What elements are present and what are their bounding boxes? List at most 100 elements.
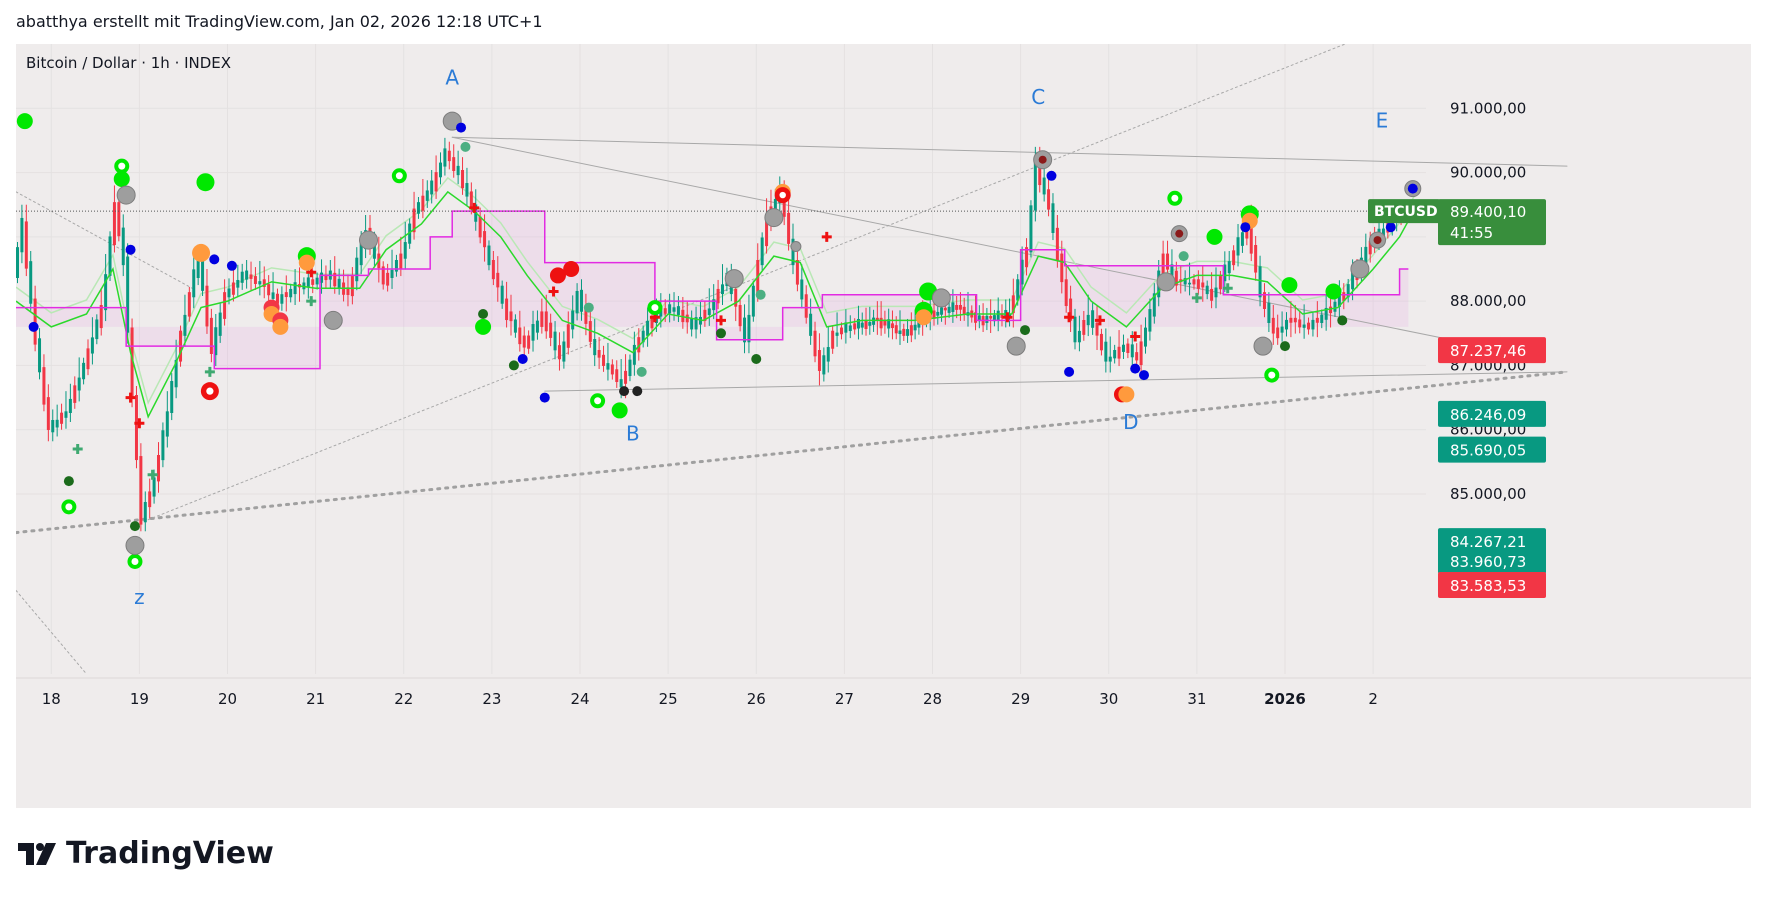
signal-dot-50: [790, 241, 802, 252]
candle-body: [909, 325, 913, 336]
candle-body: [1236, 237, 1240, 256]
signal-dot-58: [1038, 155, 1047, 164]
candle-body: [1285, 319, 1288, 330]
candle-body: [1205, 285, 1209, 295]
symbol-tag-label: BTCUSD: [1374, 204, 1438, 220]
candle-body: [130, 327, 134, 399]
candle-body: [1271, 317, 1275, 334]
signal-dot-82: [1385, 222, 1396, 233]
cross-marker-11: [1130, 331, 1141, 342]
candle-body: [575, 290, 579, 314]
x-tick-label-11: 29: [1011, 690, 1030, 708]
candle-body: [1130, 344, 1134, 358]
candle-body: [275, 293, 279, 304]
candle-body: [864, 320, 868, 329]
cross-marker-3: [469, 202, 480, 213]
signal-dot-10: [28, 321, 39, 332]
last-price-box: [1438, 199, 1546, 246]
candle-body: [685, 314, 689, 323]
candle-body: [1008, 313, 1012, 318]
candle-body: [267, 284, 271, 296]
candle-body: [1293, 317, 1297, 323]
price-chart[interactable]: A B C D Ez Bitcoin / Dollar · 1h · INDEX 91.00…: [16, 44, 1751, 808]
candle-body: [231, 282, 235, 295]
candle-body: [1152, 293, 1156, 317]
candle-body: [1104, 341, 1108, 362]
candle-body: [201, 253, 205, 291]
candle-body: [974, 312, 978, 323]
candle-body: [962, 306, 966, 315]
candle-body: [505, 298, 509, 321]
candle-body: [284, 292, 288, 298]
candle-body: [1351, 272, 1355, 290]
last-price-value: 89.400,10: [1450, 203, 1526, 221]
candle-body: [676, 306, 680, 315]
candle-body: [875, 317, 879, 321]
candle-body: [1113, 350, 1117, 359]
signal-dot-33: [583, 302, 594, 313]
signal-ringdot-center-21: [206, 387, 214, 395]
cross-marker-8: [1002, 312, 1013, 323]
candle-body: [1302, 324, 1306, 328]
x-tick-label-8: 26: [747, 690, 766, 708]
candle-body: [940, 307, 944, 315]
candle-body: [932, 310, 936, 319]
price-tag-label-4: 83.960,73: [1450, 553, 1526, 571]
x-tick-label-10: 28: [923, 690, 942, 708]
chart-caption: abatthya erstellt mit TradingView.com, J…: [16, 12, 543, 31]
candle-body: [112, 202, 116, 246]
signal-dot-61: [1118, 386, 1135, 403]
candle-body: [989, 316, 993, 319]
x-tick-label-2: 20: [218, 690, 237, 708]
signal-dot-13: [226, 260, 237, 271]
candle-body: [879, 317, 883, 329]
candle-body: [218, 312, 222, 336]
signal-ring-66: [1167, 190, 1183, 206]
candle-body: [898, 330, 902, 335]
candle-body: [346, 287, 350, 295]
tradingview-logo[interactable]: TradingView: [18, 836, 274, 871]
candle-body: [381, 266, 385, 285]
signal-dot-70: [1206, 228, 1223, 245]
candle-body: [902, 328, 906, 336]
candle-body: [165, 411, 169, 437]
candle-body: [712, 299, 716, 311]
signal-dot-19: [272, 318, 289, 335]
candle-body: [64, 411, 68, 418]
signal-dot-39: [619, 386, 630, 397]
candle-body: [148, 491, 152, 508]
candle-body: [439, 162, 442, 178]
price-tag-label-1: 86.246,09: [1450, 406, 1526, 424]
candle-body: [773, 199, 777, 212]
candle-body: [804, 294, 808, 318]
candle-body: [1196, 279, 1200, 289]
candle-body: [320, 272, 324, 283]
signal-dot-32: [563, 261, 580, 277]
signal-ring-23: [61, 499, 77, 515]
candle-body: [822, 355, 826, 375]
candle-body: [1144, 327, 1147, 347]
candle-body: [1368, 240, 1372, 255]
candle-body: [650, 317, 654, 329]
candle-body: [809, 313, 813, 336]
candle-body: [1161, 253, 1165, 276]
candle-body: [38, 338, 42, 373]
trend-line-6: [16, 589, 87, 675]
candle-body: [1020, 259, 1024, 285]
signal-dot-78: [1325, 283, 1342, 300]
y-tick-label-6: 85.000,00: [1450, 485, 1526, 503]
candle-body: [1183, 278, 1187, 285]
signal-dot-59: [1046, 170, 1057, 181]
candle-body: [1166, 253, 1170, 270]
trend-line-1: [147, 44, 1347, 521]
candle-body: [187, 292, 191, 317]
x-tick-label-9: 27: [835, 690, 854, 708]
candle-body: [315, 277, 319, 285]
candle-body: [1011, 295, 1015, 314]
candle-body: [214, 327, 218, 356]
signal-dot-34: [517, 354, 528, 364]
candle-body: [42, 367, 46, 405]
candle-body: [813, 330, 817, 357]
candle-body: [663, 308, 667, 314]
